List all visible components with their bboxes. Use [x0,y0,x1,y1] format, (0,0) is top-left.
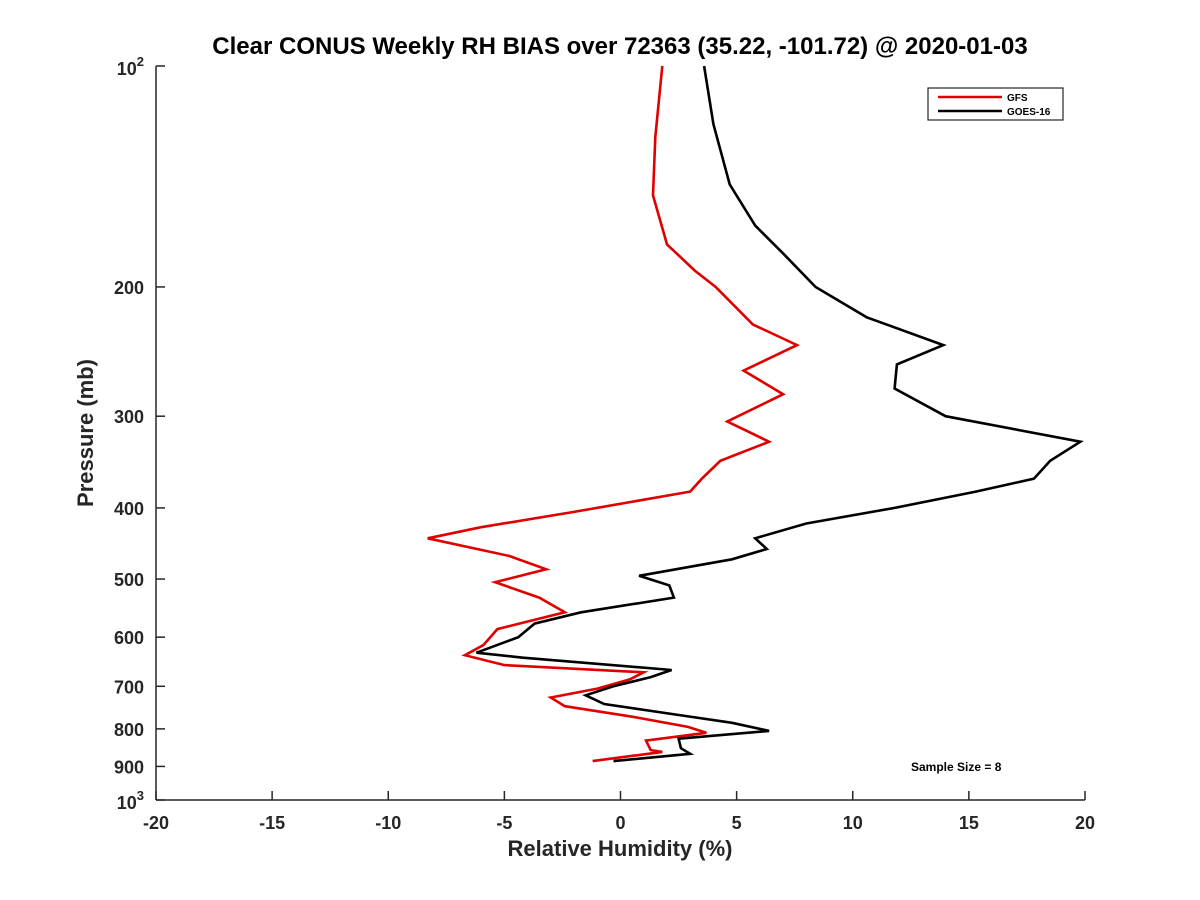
series-line-gfs [427,65,801,763]
y-tick-label: 400 [114,499,144,519]
y-axis-label: Pressure (mb) [73,359,98,507]
legend-box [927,87,1064,121]
x-tick-label: 15 [959,813,979,833]
y-tick-label: 300 [114,407,144,427]
x-tick-label: 0 [615,813,625,833]
x-axis-label: Relative Humidity (%) [508,836,733,861]
y-tick-label-power: 103 [117,788,144,813]
chart-title: Clear CONUS Weekly RH BIAS over 72363 (3… [212,33,1027,60]
tick-marks [155,65,1086,801]
x-tick-label: -10 [375,813,401,833]
y-tick-label-exponent: 3 [137,788,144,803]
y-tick-label: 500 [114,570,144,590]
x-tick-label: 10 [843,813,863,833]
y-tick-label: 600 [114,628,144,648]
x-tick-labels: -20 -15 -10 -5 0 5 10 15 20 [143,813,1095,833]
y-tick-label-base: 10 [117,59,137,79]
y-tick-label-exponent: 2 [137,54,144,69]
series-lines [427,65,1084,763]
legend: GFS GOES-16 [927,87,1064,121]
y-tick-label: 900 [114,757,144,777]
y-tick-label-base: 10 [117,793,137,813]
x-tick-label: 20 [1075,813,1095,833]
legend-label-goes16: GOES-16 [1007,107,1051,118]
x-tick-label: -15 [259,813,285,833]
x-tick-label: 5 [732,813,742,833]
sample-size-annotation: Sample Size = 8 [911,760,1002,774]
y-tick-label: 700 [114,677,144,697]
legend-label-gfs: GFS [1007,93,1028,104]
plot-area [156,66,1085,800]
y-tick-label: 200 [114,278,144,298]
x-tick-label: -20 [143,813,169,833]
y-tick-label-power: 102 [117,54,144,79]
x-tick-label: -5 [496,813,512,833]
series-line-goes16 [476,65,1084,763]
y-tick-label: 800 [114,720,144,740]
